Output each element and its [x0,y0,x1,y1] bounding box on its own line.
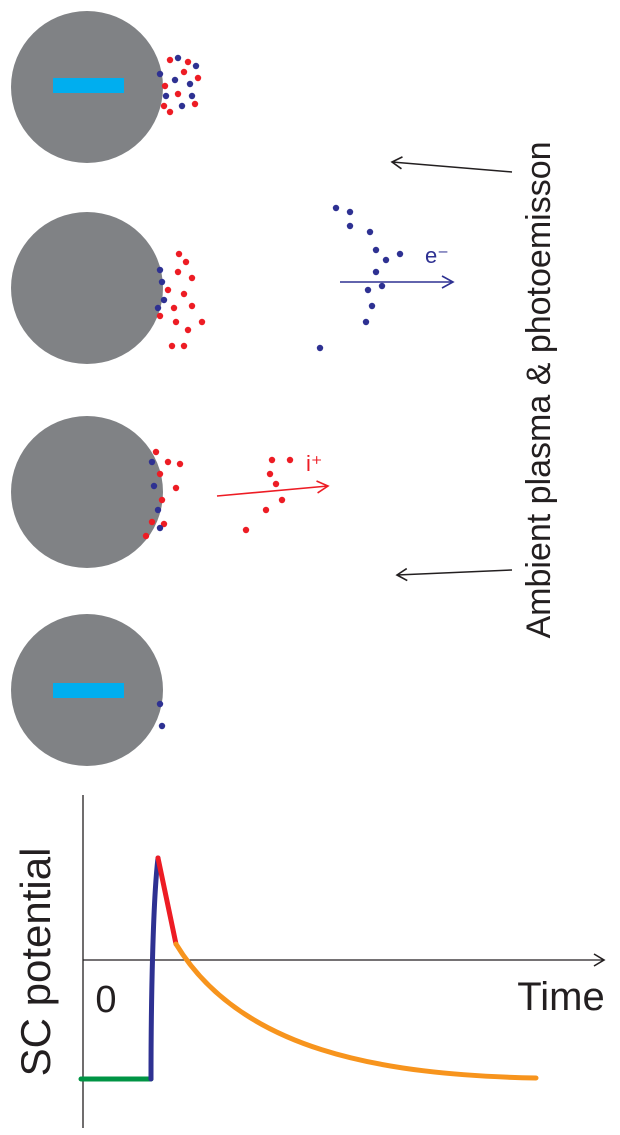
ion-particle [158,496,166,504]
electron-particle [186,80,194,88]
ion-particle [164,286,172,294]
electron-particle [368,302,376,310]
electron-particle [174,54,182,62]
ion-particle [161,82,169,90]
ion-particle [166,56,174,64]
electron-particle [316,344,324,352]
ion-particle [188,302,196,310]
electron-particle [158,722,166,730]
electron-particle [171,76,179,84]
ion-particle [170,304,178,312]
ion-particle [142,532,150,540]
ion-particle [168,342,176,350]
ion-particle [191,100,199,108]
electron-particle [366,228,374,236]
ion-particle [176,460,184,468]
ion-particle [184,58,192,66]
curve-relaxation-phase [173,941,539,1081]
electron-particle [158,278,166,286]
electron-particle [378,282,386,290]
ion-particle [166,108,174,116]
ion-particle [174,268,182,276]
spacecraft-sphere-2 [11,212,163,364]
electron-particle [382,256,390,264]
ion-label: i⁺ [306,451,323,476]
x-axis-label: Time [517,975,604,1019]
ion-particle [156,470,164,478]
ion-particle [198,318,206,326]
ion-particle [286,456,294,464]
electron-particle [332,204,340,212]
electron-particle [160,296,168,304]
origin-label: 0 [95,979,116,1021]
ion-particle [172,318,180,326]
y-axis-label: SC potential [12,848,59,1077]
ion-particle [268,456,276,464]
ion-particle [266,470,274,478]
ion-particle [180,342,188,350]
instrument-bar-4 [53,683,124,698]
electron-particle [364,286,372,294]
ion-particle [160,102,168,110]
callout-arrow-bottom [395,567,513,582]
ion-particle [180,68,188,76]
instrument-bar-1 [53,78,124,93]
electron-label: e⁻ [425,243,449,268]
electron-particle [372,246,380,254]
ion-particle [156,312,164,320]
ion-particle [194,74,202,82]
ion-particle [160,520,168,528]
ion-particle [174,90,182,98]
electron-particle [192,62,200,70]
electron-particle [148,458,156,466]
ion-particle [148,518,156,526]
curve-ion-phase [155,855,179,947]
electron-particle [156,524,164,532]
electron-particle [396,250,404,258]
electron-particle [154,304,162,312]
electron-particle [150,482,158,490]
spacecraft-sphere-3 [11,416,163,568]
particles-group [142,54,404,730]
ion-particle [242,526,250,534]
ion-particle [184,326,192,334]
electron-particle [346,208,354,216]
callout-arrow-top [390,156,513,173]
ion-particle [278,496,286,504]
electron-particle [362,318,370,326]
ion-particle [272,480,280,488]
ambient-plasma-caption: Ambient plasma & photoemisson [520,141,558,638]
ion-flux-arrow [216,480,330,497]
curve-electron-phase [148,855,161,1082]
ion-particle [152,448,160,456]
ion-particle [164,458,172,466]
ion-particle [262,506,270,514]
ion-particle [188,274,196,282]
ion-particle [182,258,190,266]
electron-particle [346,222,354,230]
ion-particle [180,290,188,298]
electron-particle [156,700,164,708]
electron-particle [188,92,196,100]
ion-particle [172,484,180,492]
electron-particle [154,506,162,514]
electron-particle [156,70,164,78]
electron-particle [178,102,186,110]
electron-particle [162,92,170,100]
electron-particle [156,266,164,274]
ion-particle [175,250,183,258]
electron-particle [372,268,380,276]
